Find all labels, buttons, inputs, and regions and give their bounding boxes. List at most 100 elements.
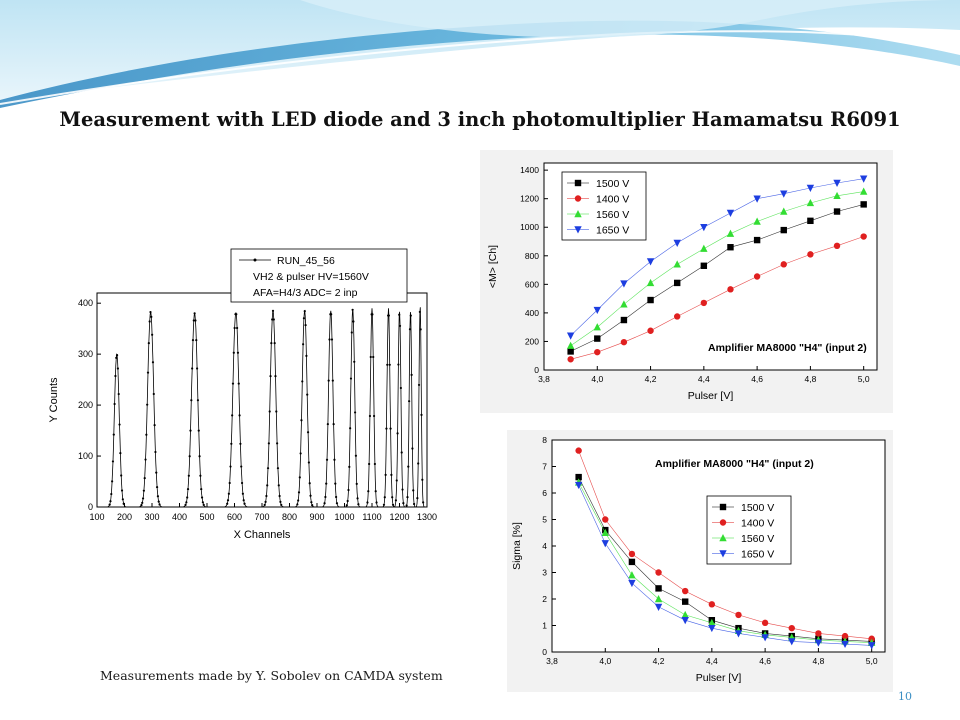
data-point <box>753 195 761 203</box>
data-point <box>111 460 115 463</box>
legend-label: AFA=H4/3 ADC= 2 inp <box>253 287 358 299</box>
data-point <box>409 314 412 317</box>
x-tick-label: 4,6 <box>751 374 763 384</box>
data-point <box>309 494 312 497</box>
data-point <box>382 503 386 506</box>
data-point <box>655 569 662 576</box>
x-tick-label: 1000 <box>334 512 354 522</box>
data-point <box>304 324 307 327</box>
y-tick-label: 0 <box>542 647 547 657</box>
data-point <box>151 361 155 364</box>
data-point <box>402 502 405 505</box>
data-point <box>271 318 274 321</box>
data-point <box>326 422 329 426</box>
data-point <box>236 351 240 354</box>
data-point <box>734 630 743 638</box>
data-point <box>240 465 243 468</box>
y-tick-label: 300 <box>78 349 93 359</box>
data-point <box>674 279 681 287</box>
data-point <box>345 504 348 507</box>
data-point <box>238 414 241 417</box>
data-point <box>867 642 876 650</box>
data-point <box>681 617 689 625</box>
data-point <box>189 429 192 432</box>
data-point <box>141 497 145 500</box>
data-point <box>155 471 158 474</box>
x-tick-label: 4,4 <box>698 374 710 384</box>
data-point <box>390 473 393 476</box>
data-point <box>200 487 203 491</box>
data-point <box>601 540 609 548</box>
data-point <box>116 367 119 370</box>
data-point <box>408 400 411 403</box>
data-point <box>655 585 662 592</box>
spectrum-chart: 100 200 300 400 500 600 700 800 900 1000 1100 1200 1… <box>48 248 437 541</box>
data-point <box>366 501 369 504</box>
data-point <box>193 312 196 315</box>
data-point <box>297 491 301 494</box>
data-point <box>270 342 273 345</box>
data-point <box>231 414 234 417</box>
y-axis-label: Y Counts <box>48 377 60 423</box>
slide-title: Measurement with LED diode and 3 inch ph… <box>59 108 901 131</box>
x-tick-label: 4,4 <box>706 656 718 666</box>
data-point <box>144 458 147 461</box>
legend-label: 1500 V <box>741 502 774 514</box>
data-point <box>673 260 681 268</box>
data-point <box>399 386 402 390</box>
x-tick-label: 3,8 <box>546 656 558 666</box>
data-point <box>306 393 309 396</box>
data-point <box>841 640 849 649</box>
data-point <box>112 433 115 436</box>
data-point <box>307 461 310 464</box>
data-point <box>753 236 761 244</box>
legend-marker <box>253 258 257 262</box>
data-point <box>184 503 187 506</box>
data-point <box>146 403 149 406</box>
data-point <box>398 313 401 316</box>
data-point <box>408 328 412 331</box>
data-point <box>386 363 389 366</box>
data-point <box>646 258 655 266</box>
data-point <box>153 424 156 427</box>
y-tick-label: 2 <box>542 594 547 604</box>
x-tick-label: 4,2 <box>653 656 665 666</box>
x-tick-label: 4,6 <box>759 656 771 666</box>
spectrum-line <box>99 307 425 508</box>
data-point <box>186 487 190 491</box>
chart-annotation: Amplifier MA8000 "H4" (input 2) <box>655 458 814 470</box>
data-point <box>150 315 153 318</box>
plot-frame <box>96 292 428 508</box>
data-point <box>647 296 654 304</box>
header-wave-decoration <box>0 0 960 109</box>
data-point <box>265 494 268 498</box>
data-point <box>417 383 421 387</box>
data-point <box>350 331 353 334</box>
data-point <box>780 261 787 268</box>
data-point <box>353 360 356 363</box>
data-point <box>394 499 398 502</box>
data-point <box>267 442 270 445</box>
data-point <box>391 496 394 499</box>
data-point <box>735 611 742 619</box>
mean-chart-panel: 3,8 4,0 4,2 4,4 4,6 4,8 5,0 0 200 400 600 800 1000 12… <box>480 150 893 413</box>
series-line <box>578 482 872 643</box>
legend-label: 1500 V <box>596 178 629 190</box>
data-point <box>860 233 867 240</box>
legend-marker <box>574 226 582 234</box>
data-point <box>198 455 201 458</box>
data-point <box>416 497 419 500</box>
data-point <box>575 473 582 481</box>
data-point <box>372 414 376 418</box>
data-point <box>620 280 628 288</box>
x-tick-label: 1300 <box>417 512 437 522</box>
x-axis-label: X Channels <box>234 529 291 541</box>
x-tick-label: 4,0 <box>599 656 611 666</box>
data-point <box>807 251 814 258</box>
data-point <box>303 310 306 313</box>
data-point <box>242 499 245 502</box>
data-point <box>833 208 841 215</box>
data-point <box>708 624 716 633</box>
data-point <box>814 639 823 647</box>
legend-label: VH2 & pulser HV=1560V <box>253 271 369 283</box>
